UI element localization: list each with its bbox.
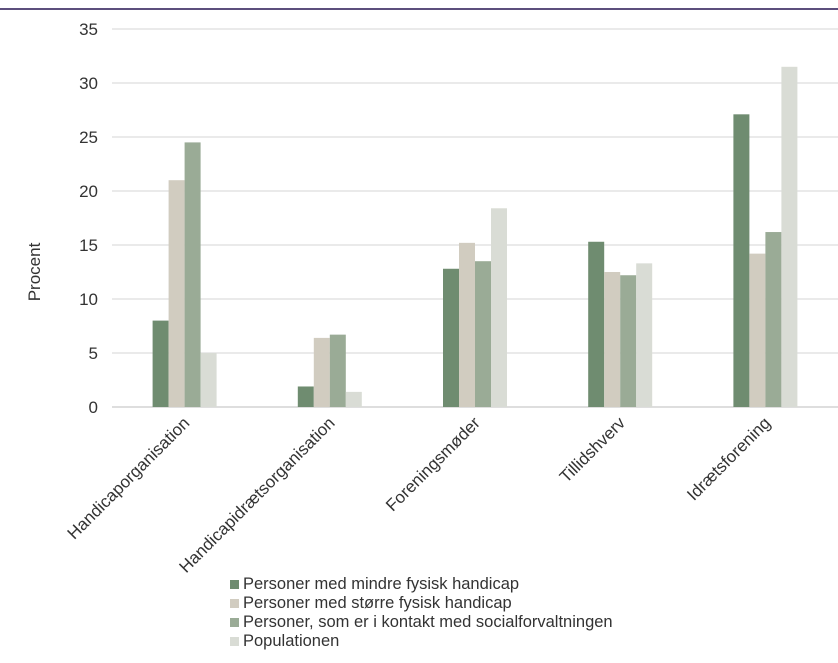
- legend-item: Populationen: [230, 632, 613, 651]
- y-tick-label: 35: [79, 20, 98, 39]
- y-tick-label: 10: [79, 290, 98, 309]
- bar: [329, 334, 346, 407]
- y-tick-label: 15: [79, 236, 98, 255]
- top-border: [0, 8, 838, 10]
- bar: [475, 261, 491, 407]
- legend-swatch: [230, 637, 239, 646]
- legend-item: Personer med mindre fysisk handicap: [230, 575, 613, 594]
- y-tick-label: 25: [79, 128, 98, 147]
- bar: [459, 242, 475, 407]
- y-tick-label: 5: [89, 344, 98, 363]
- bar: [733, 114, 750, 407]
- legend-swatch: [230, 599, 239, 608]
- bar: [749, 253, 766, 407]
- bar: [620, 275, 637, 407]
- bar: [781, 66, 798, 408]
- bar: [152, 320, 169, 407]
- y-tick-labels: 0 5 10 15 20 25 30 35: [79, 20, 98, 417]
- legend: Personer med mindre fysisk handicap Perso…: [230, 575, 613, 651]
- bar: [636, 263, 653, 407]
- y-tick-label: 20: [79, 182, 98, 201]
- legend-label: Personer, som er i kontakt med socialfor…: [243, 613, 613, 631]
- bar: [313, 337, 330, 407]
- bar: [297, 386, 314, 407]
- legend-item: Personer, som er i kontakt med socialfor…: [230, 613, 613, 632]
- bar: [184, 142, 201, 407]
- y-tick-label: 0: [89, 398, 98, 417]
- bar: [588, 241, 605, 407]
- bar: [168, 180, 185, 407]
- x-tick-label: Handicapidrætsorganisation: [176, 413, 339, 576]
- legend-swatch: [230, 618, 239, 627]
- y-tick-label: 30: [79, 74, 98, 93]
- x-tick-label: Handicaporganisation: [64, 413, 194, 543]
- legend-label: Populationen: [243, 632, 340, 650]
- gridlines: [112, 28, 838, 408]
- x-tick-label: Idrætsforening: [683, 413, 774, 504]
- bar: [491, 208, 507, 407]
- legend-swatch: [230, 580, 239, 589]
- x-tick-label: Tillidshverv: [556, 413, 629, 486]
- bar: [604, 272, 621, 407]
- legend-label: Personer med større fysisk handicap: [243, 594, 512, 612]
- y-axis-label: Procent: [25, 242, 44, 301]
- bar: [200, 353, 217, 407]
- bars: [152, 66, 798, 408]
- bar: [345, 391, 362, 407]
- bar: [443, 268, 459, 407]
- x-tick-label: Foreningsmøder: [382, 413, 484, 515]
- bar: [765, 232, 782, 407]
- legend-label: Personer med mindre fysisk handicap: [243, 575, 520, 593]
- legend-item: Personer med større fysisk handicap: [230, 594, 613, 613]
- x-tick-labels: HandicaporganisationHandicapidrætsorgani…: [64, 413, 775, 576]
